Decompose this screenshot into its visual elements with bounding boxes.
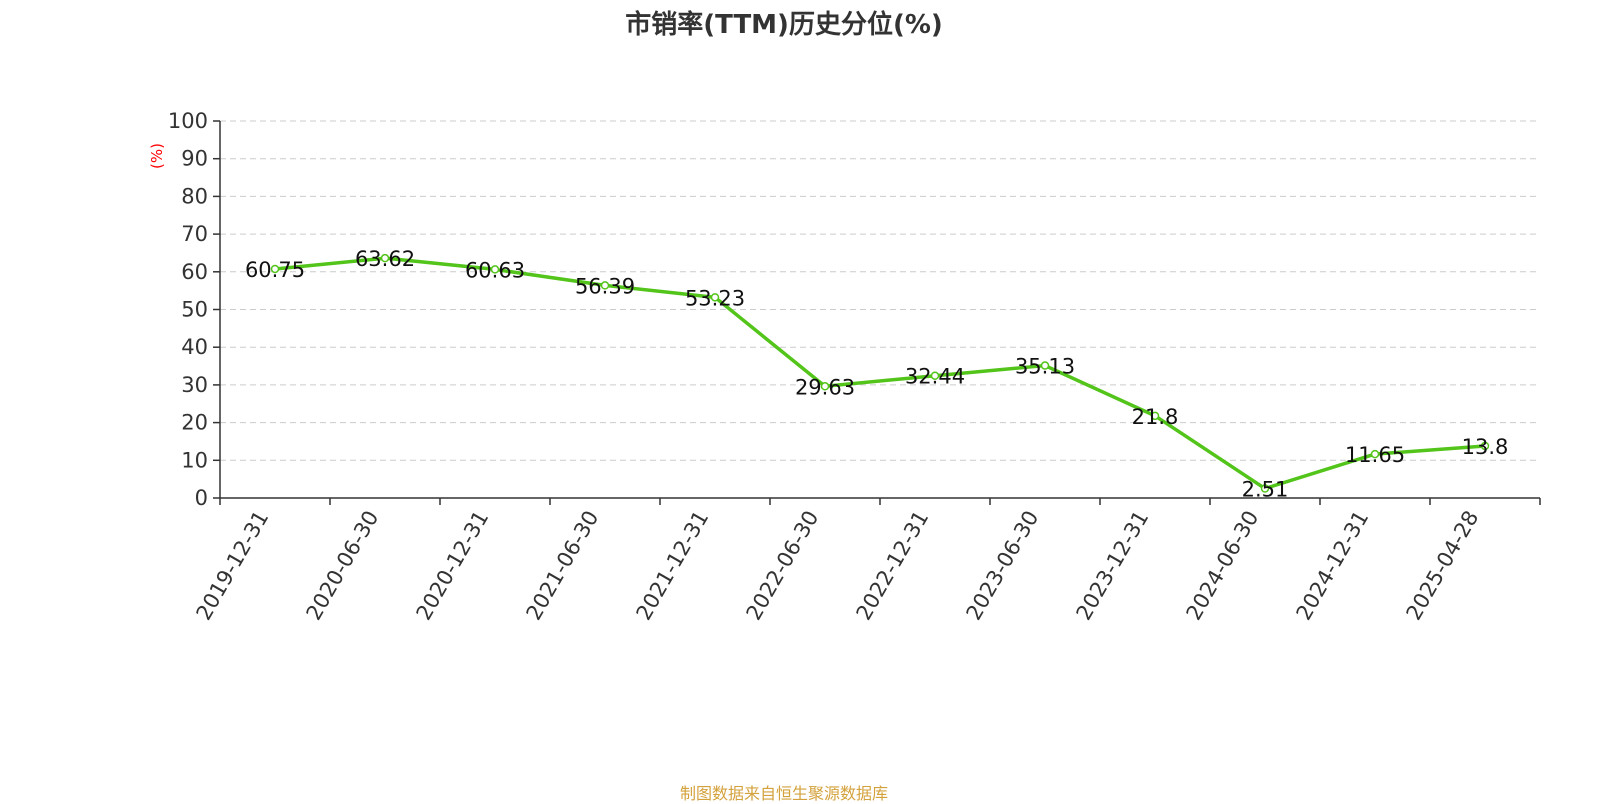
data-point (710, 293, 720, 302)
data-label: 29.63 (795, 375, 855, 399)
x-tick-label: 2024-06-30 (1182, 507, 1264, 625)
data-label: 53.23 (685, 286, 745, 310)
y-tick-label: 10 (181, 448, 208, 472)
y-tick-label: 30 (181, 373, 208, 397)
data-label: 32.44 (905, 365, 965, 389)
data-point (1260, 484, 1270, 493)
x-tick-label: 2023-06-30 (962, 507, 1044, 625)
data-label: 2.51 (1242, 478, 1289, 502)
data-point (930, 371, 940, 380)
data-label: 21.8 (1132, 405, 1179, 429)
x-tick-label: 2022-06-30 (742, 507, 824, 625)
data-label: 63.62 (355, 247, 415, 271)
x-tick-label: 2021-06-30 (522, 507, 604, 625)
x-tick-label: 2020-12-31 (412, 507, 494, 625)
data-point (1040, 361, 1050, 370)
data-label: 60.63 (465, 258, 525, 282)
data-label: 35.13 (1015, 355, 1075, 379)
x-tick-label: 2020-06-30 (302, 507, 384, 625)
y-tick-label: 0 (195, 486, 208, 510)
data-label: 56.39 (575, 274, 635, 298)
gridlines (220, 120, 1540, 461)
y-tick-label: 20 (181, 411, 208, 435)
data-labels: 60.75 63.62 60.63 56.39 53.23 29.63 32.44 35.13… (245, 247, 1508, 501)
y-tick-label: 40 (181, 335, 208, 359)
data-label: 13.8 (1462, 435, 1509, 459)
chart-title: 市销率(TTM)历史分位(%) (625, 10, 943, 40)
x-tick-label: 2023-12-31 (1072, 507, 1154, 625)
data-label: 11.65 (1345, 443, 1405, 467)
series-line (274, 256, 1486, 491)
y-tick-label: 100 (168, 109, 208, 133)
x-tick-label: 2021-12-31 (632, 507, 714, 625)
y-tick-label: 70 (181, 222, 208, 246)
y-tick-label: 50 (181, 298, 208, 322)
x-tick-label: 2022-12-31 (852, 507, 934, 625)
series-layer (270, 253, 1490, 493)
data-point (1150, 411, 1160, 421)
y-axis-unit-label: (%) (148, 143, 166, 169)
y-tick-label: 80 (181, 184, 208, 208)
data-point (1480, 441, 1490, 451)
data-point (1370, 449, 1380, 459)
x-tick-label: 2019-12-31 (192, 507, 274, 625)
data-point (820, 382, 830, 391)
axes: 0 10 20 30 40 50 60 70 80 90 100 2019-12-31 2020-06-… (168, 109, 1541, 625)
y-tick-label: 90 (181, 147, 208, 171)
x-tick-label: 2024-12-31 (1292, 507, 1374, 625)
source-note: 制图数据来自恒生聚源数据库 (679, 784, 888, 803)
data-label: 60.75 (245, 258, 305, 282)
data-point (600, 281, 610, 290)
data-point (380, 253, 390, 263)
y-tick-label: 60 (181, 260, 208, 284)
data-point (490, 265, 500, 274)
x-tick-label: 2025-04-28 (1402, 507, 1484, 625)
data-point (270, 264, 280, 274)
